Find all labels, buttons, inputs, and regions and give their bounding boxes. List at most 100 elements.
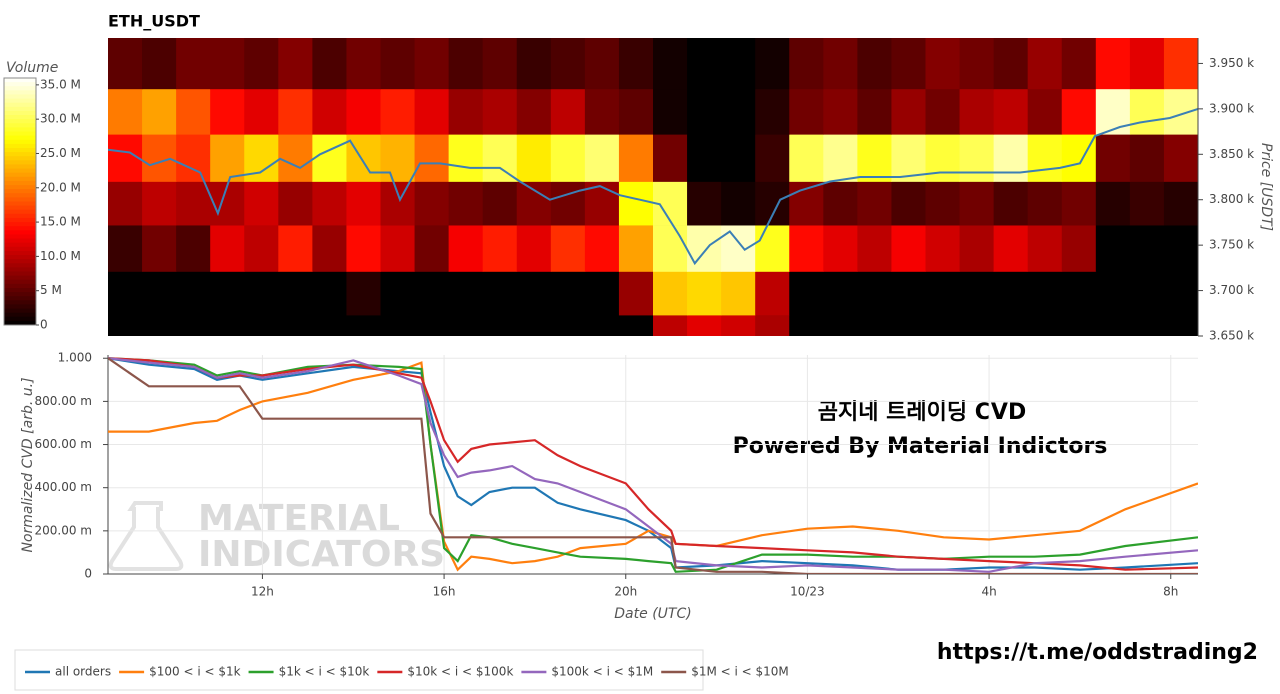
heatmap-cell (993, 315, 1029, 336)
colorbar-swatch (4, 172, 36, 178)
colorbar-swatch (4, 238, 36, 244)
heatmap-cell (346, 181, 381, 226)
heatmap-cell (210, 134, 245, 182)
heatmap-cell (584, 134, 620, 182)
heatmap-cell (1163, 38, 1198, 90)
heatmap-cell (482, 38, 518, 90)
heatmap-cell (176, 315, 211, 336)
y-tick-label: 3.700 k (1209, 283, 1254, 297)
heatmap-cell (414, 225, 450, 272)
heatmap-cell (550, 38, 586, 90)
heatmap-cell (1095, 225, 1131, 272)
heatmap-cell (312, 38, 347, 90)
heatmap-cell (142, 134, 177, 182)
heatmap-cell (210, 225, 245, 272)
annotation: Powered By Material Indictors (733, 434, 1108, 459)
heatmap-cell (993, 181, 1029, 226)
heatmap-cell (755, 315, 790, 336)
heatmap-cell (618, 38, 654, 90)
heatmap-cell (891, 271, 926, 316)
link[interactable]: https://t.me/oddstrading2 (937, 640, 1258, 665)
colorbar-swatch (4, 201, 36, 207)
heatmap-cell (108, 88, 143, 135)
heatmap-cell (142, 181, 177, 226)
heatmap-cell (1163, 225, 1198, 272)
heatmap-cell (108, 181, 143, 226)
colorbar-swatch (4, 250, 36, 256)
colorbar-swatch (4, 152, 36, 157)
heatmap-cell (278, 88, 313, 135)
heatmap-cell (448, 225, 484, 272)
colorbar-swatch (4, 316, 36, 322)
legend-box (14, 649, 704, 691)
x-tick-label: 4h (981, 585, 996, 599)
colorbar-swatch (4, 217, 36, 223)
heatmap-cell (721, 225, 756, 272)
heatmap-cell (618, 181, 654, 226)
y-tick-label: 600.00 m (35, 437, 93, 451)
heatmap-cell (176, 38, 211, 90)
heatmap-cell (142, 225, 177, 272)
heatmap-cell (959, 134, 995, 182)
heatmap-cell (653, 271, 688, 316)
colorbar-swatch (4, 189, 36, 194)
heatmap-cell (414, 134, 450, 182)
heatmap-cell (176, 88, 211, 135)
colorbar-swatch (4, 106, 36, 112)
heatmap-cell (380, 38, 416, 90)
heatmap-cell (244, 271, 279, 316)
heatmap-cell (1163, 181, 1198, 226)
y-axis-title: Price [USDT] (1258, 143, 1274, 231)
heatmap-cell (142, 315, 177, 336)
heatmap-cell (278, 134, 313, 182)
heatmap-cell (482, 88, 518, 135)
heatmap-cell (721, 38, 756, 90)
heatmap-cell (823, 315, 858, 336)
heatmap-cell (687, 225, 722, 272)
heatmap-cell (380, 225, 416, 272)
heatmap-cell (1027, 271, 1063, 316)
heatmap-cell (584, 38, 620, 90)
heatmap-cell (1095, 134, 1131, 182)
series-line (108, 357, 1198, 574)
heatmap-cell (618, 88, 654, 135)
y-tick-label: 3.750 k (1209, 238, 1254, 252)
heatmap-cell (993, 225, 1029, 272)
heatmap-cell (891, 38, 926, 90)
colorbar-swatch (4, 283, 36, 289)
legend-label: all orders (55, 665, 111, 679)
y-tick-label: 3.900 k (1209, 101, 1254, 115)
colorbar-swatch (4, 271, 36, 277)
heatmap-cell (482, 225, 518, 272)
heatmap-cell (1027, 88, 1063, 135)
heatmap-cell (346, 88, 381, 135)
heatmap-cell (925, 38, 961, 90)
heatmap-cell (244, 315, 279, 336)
heatmap-cell (142, 271, 177, 316)
heatmap-cell (789, 38, 824, 90)
colorbar-swatch (4, 308, 36, 314)
heatmap-cell (346, 225, 381, 272)
heatmap-cell (959, 88, 995, 135)
heatmap-cell (857, 225, 892, 272)
watermark-icon (108, 501, 184, 571)
colorbar-swatch (4, 86, 36, 91)
colorbar-swatch (4, 255, 36, 260)
heatmap-cell (925, 88, 961, 135)
heatmap-cell (959, 38, 995, 90)
heatmap-cell (346, 271, 381, 316)
y-tick-label: 3.650 k (1209, 329, 1254, 343)
colorbar-swatch (4, 110, 36, 116)
heatmap-cell (516, 271, 552, 316)
colorbar-swatch (4, 197, 36, 202)
heatmap-cell (244, 88, 279, 135)
heatmap-cell (1129, 88, 1165, 135)
watermark: MATERIAL INDICATORS (108, 498, 445, 575)
heatmap-cell (448, 271, 484, 316)
heatmap-cell (176, 181, 211, 226)
heatmap (108, 38, 1198, 336)
colorbar-swatch (4, 234, 36, 240)
colorbar-swatch (4, 304, 36, 310)
colorbar-swatch (4, 143, 36, 149)
heatmap-cell (1061, 315, 1097, 336)
